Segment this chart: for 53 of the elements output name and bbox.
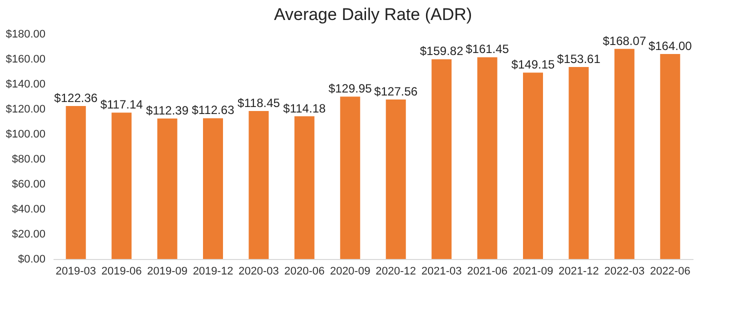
data-label: $118.45 [237, 96, 280, 110]
y-tick-label: $80.00 [12, 154, 46, 166]
bar [294, 116, 314, 259]
data-label: $164.00 [648, 39, 692, 53]
bar [614, 48, 634, 259]
y-tick-label: $120.00 [6, 104, 46, 116]
data-label: $159.82 [420, 44, 464, 58]
x-tick-label: 2022-03 [604, 266, 645, 278]
bar [660, 54, 680, 259]
data-label: $149.15 [511, 58, 556, 72]
y-tick-label: $160.00 [6, 54, 46, 66]
data-label: $129.95 [328, 82, 372, 96]
data-label: $161.45 [466, 42, 510, 56]
bar [112, 112, 132, 259]
bar [157, 118, 178, 259]
y-tick-label: $100.00 [6, 128, 46, 140]
y-tick-label: $180.00 [6, 28, 46, 40]
x-tick-label: 2020-12 [376, 266, 416, 278]
y-tick-label: $140.00 [6, 78, 46, 90]
bar [66, 106, 86, 259]
data-label: $122.36 [54, 91, 98, 106]
y-tick-label: $20.00 [12, 228, 46, 240]
bar [523, 72, 543, 259]
y-tick-label: $40.00 [12, 204, 46, 216]
x-tick-label: 2021-12 [558, 266, 599, 278]
y-tick-label: $60.00 [12, 178, 46, 190]
bar [477, 57, 498, 259]
x-tick-label: 2019-03 [56, 266, 96, 278]
data-label: $117.14 [100, 98, 144, 112]
x-tick-label: 2021-09 [512, 266, 554, 278]
bar [386, 100, 406, 259]
x-tick-label: 2020-03 [238, 266, 279, 278]
data-label: $112.39 [146, 104, 189, 118]
bar [340, 96, 360, 259]
bar [203, 118, 223, 259]
data-label: $127.56 [374, 84, 418, 99]
x-tick-label: 2022-06 [650, 266, 690, 278]
x-tick-label: 2021-06 [467, 266, 508, 278]
bar [568, 66, 589, 259]
x-tick-label: 2019-12 [192, 266, 234, 278]
data-label: $114.18 [283, 101, 326, 116]
y-tick-label: $0.00 [18, 254, 46, 266]
x-tick-label: 2021-03 [421, 266, 462, 278]
x-tick-label: 2019-06 [101, 266, 142, 278]
x-tick-label: 2019-09 [147, 266, 188, 278]
data-label: $153.61 [557, 52, 601, 66]
data-label: $112.63 [192, 103, 235, 118]
chart-title: Average Daily Rate (ADR) [274, 5, 472, 24]
x-tick-label: 2020-09 [330, 266, 370, 278]
bar [432, 59, 452, 259]
bar [248, 110, 269, 259]
x-tick-label: 2020-06 [284, 266, 325, 278]
data-label: $168.07 [602, 34, 646, 48]
